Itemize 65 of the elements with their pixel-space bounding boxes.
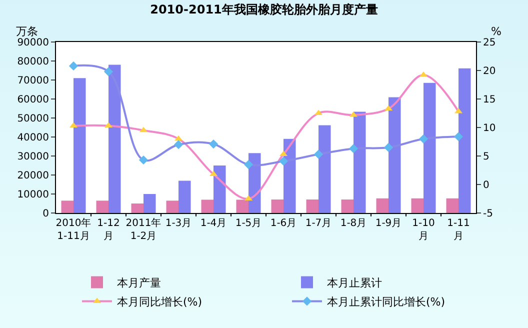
bar [411,198,424,213]
point [348,144,358,154]
bar [178,180,191,213]
y-tick-label: 60000 [17,94,49,106]
bar [61,200,74,213]
bar [131,204,144,213]
x-tick-label: 2010年1-11月 [56,217,92,242]
x-tick-label: 1-11月 [447,218,470,242]
y2-axis-title: % [491,25,502,38]
legend-label: 本月产量 [117,276,161,290]
point [104,67,114,76]
x-tick-label: 1-3月 [165,218,192,229]
y-tick-label: 50000 [17,114,49,124]
y2-tick-label: -5 [483,208,493,220]
bar [74,78,86,213]
bar [236,200,248,213]
x-tick-label: 2011年1-2月 [126,217,162,242]
bar [458,68,471,213]
bar [214,166,226,213]
point [278,156,288,166]
x-tick-label: 1-4月 [200,218,227,229]
x-tick-label: 1-8月 [340,218,367,229]
y2-tick-label: 15 [483,94,496,106]
legend-label: 本月止累计 [327,276,382,290]
y-tick-label: 90000 [17,38,49,48]
y-tick-label: 80000 [17,56,49,68]
chart-title: 2010-2011年我国橡胶轮胎外胎月度产量 [150,2,378,16]
point [174,140,184,150]
bar [341,200,354,213]
bar [446,198,458,213]
y2-tick-label: 10 [483,123,496,134]
point [138,155,148,165]
y-tick-label: 10000 [17,190,49,200]
point [384,142,394,152]
y-tick-label: 0 [42,208,49,220]
bar [144,194,156,213]
x-tick-label: 1-7月 [305,218,332,229]
bar [201,200,214,213]
y2-tick-label: 5 [483,152,490,162]
y-tick-label: 20000 [17,170,49,182]
y2-tick-label: 0 [483,180,490,191]
x-tick-label: 1-10月 [412,218,435,242]
legend-label: 本月止累计同比增长(%) [327,296,446,309]
x-tick-label: 1-6月 [270,218,297,229]
legend-label: 本月同比增长(%) [117,296,202,309]
x-tick-label: 1-9月 [375,218,402,229]
x-tick-label: 1-5月 [235,218,262,229]
point [68,61,78,70]
y-axis-title: 万条 [16,25,38,38]
bar [376,198,388,213]
y-tick-label: 30000 [17,152,49,162]
bar [306,200,318,213]
y-tick-label: 40000 [17,132,49,144]
y2-tick-label: 25 [483,38,496,48]
x-tick-label: 1-12月 [97,218,120,242]
y2-tick-label: 20 [483,66,496,77]
point [208,139,218,149]
bar [96,200,108,213]
bar [271,200,284,213]
point [244,160,254,170]
point [418,134,428,144]
point [314,150,324,159]
y-tick-label: 70000 [17,76,49,86]
point [454,132,464,142]
bar [166,200,178,213]
